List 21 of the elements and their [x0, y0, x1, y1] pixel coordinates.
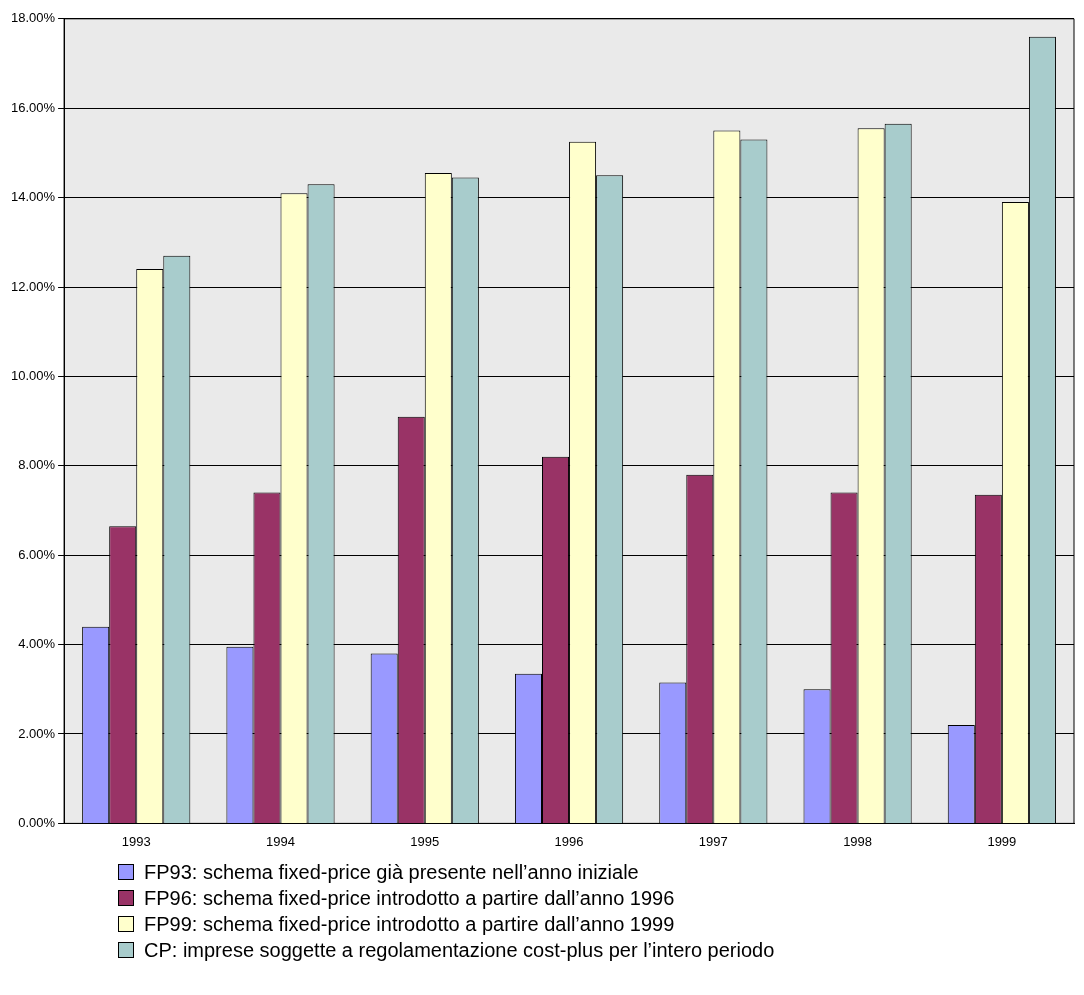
y-tick-label: 10.00%: [11, 367, 56, 383]
x-tick-label: 1997: [698, 833, 728, 849]
x-tick-label: 1995: [410, 833, 440, 849]
legend-label: CP: imprese soggette a regolamentazione cost-plus per l’intero periodo: [144, 938, 775, 963]
x-tick-label: 1999: [987, 833, 1017, 849]
y-tick-label: 8.00%: [18, 457, 56, 473]
x-tick-label: 1998: [843, 833, 873, 849]
x-tick-label: 1994: [266, 833, 295, 849]
x-tick-label: 1996: [554, 833, 584, 849]
y-tick-label: 18.00%: [11, 10, 56, 26]
legend-label: FP99: schema fixed-price introdotto a partire dall’anno 1999: [144, 912, 675, 937]
y-tick-label: 4.00%: [18, 636, 56, 652]
y-tick-label: 12.00%: [11, 278, 56, 294]
legend-label: FP93: schema fixed-price già presente nell’anno iniziale: [144, 860, 639, 885]
y-tick-label: 0.00%: [18, 814, 56, 830]
y-tick-label: 2.00%: [18, 725, 56, 741]
y-tick-label: 16.00%: [11, 99, 56, 115]
y-tick-label: 6.00%: [18, 546, 56, 562]
legend-label: FP96: schema fixed-price introdotto a partire dall’anno 1996: [144, 886, 675, 911]
y-tick-label: 14.00%: [11, 189, 56, 205]
x-tick-label: 1993: [121, 833, 151, 849]
